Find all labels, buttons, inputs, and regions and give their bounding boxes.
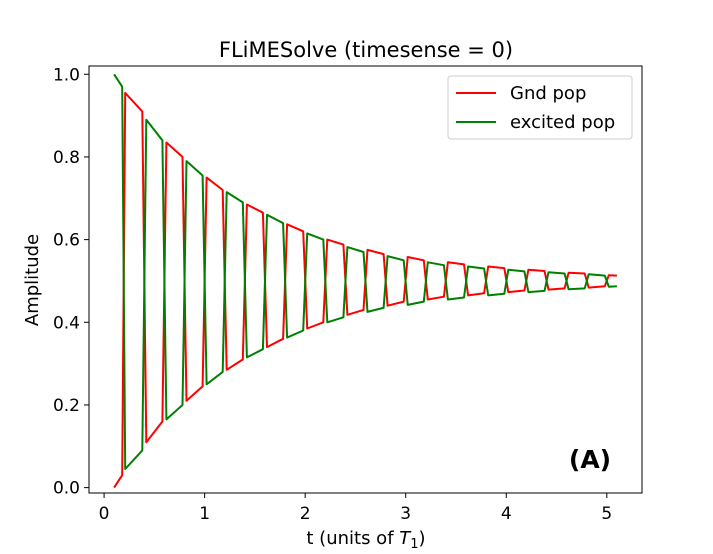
legend-box [447, 75, 633, 140]
y-tick-label: 0.8 [53, 148, 80, 168]
x-axis-label-symbol: T [399, 528, 412, 549]
legend: Gnd pop excited pop [447, 75, 633, 140]
y-axis-label: Amplitude [22, 234, 43, 326]
x-axis-label-text: t (units of [306, 528, 399, 549]
x-axis-label-subscript: 1 [410, 537, 418, 552]
panel-annotation: (A) [569, 445, 611, 474]
x-axis-label-close: ) [419, 528, 426, 549]
x-tick-label: 1 [199, 504, 210, 524]
y-tick-label: 0.4 [53, 313, 80, 333]
plot-frame [88, 65, 643, 494]
series-layer [113, 73, 617, 489]
y-tick-label: 0.0 [53, 479, 80, 499]
chart-title: FLiMESolve (timesense = 0) [219, 38, 513, 62]
x-tick-label: 4 [501, 504, 512, 524]
x-axis-label: t (units of T1) [306, 528, 425, 552]
legend-label-excited-pop: excited pop [510, 112, 615, 133]
series-line-excited-pop [113, 73, 617, 470]
x-tick-label: 5 [601, 504, 612, 524]
x-tick-label: 2 [300, 504, 311, 524]
y-tick-label: 1.0 [53, 65, 80, 85]
y-axis-ticks: 0.0 0.2 0.4 0.6 0.8 1.0 [53, 65, 89, 499]
y-tick-label: 0.2 [53, 396, 80, 416]
legend-label-gnd-pop: Gnd pop [510, 83, 586, 104]
y-tick-label: 0.6 [53, 231, 80, 251]
x-tick-label: 0 [99, 504, 110, 524]
x-axis-ticks: 0 1 2 3 4 5 [99, 493, 612, 524]
x-tick-label: 3 [400, 504, 411, 524]
